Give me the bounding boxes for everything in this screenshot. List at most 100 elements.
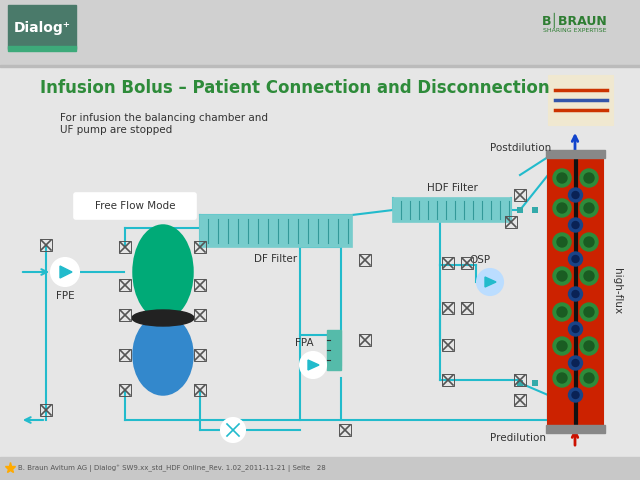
Circle shape bbox=[572, 392, 579, 398]
Bar bbox=[0, 0, 640, 65]
Bar bbox=[532, 380, 538, 386]
Circle shape bbox=[584, 341, 594, 351]
Text: HDF Filter: HDF Filter bbox=[427, 183, 477, 193]
Circle shape bbox=[580, 169, 598, 187]
Circle shape bbox=[553, 369, 571, 387]
Polygon shape bbox=[485, 277, 496, 287]
Text: B. Braun Avitum AG | Dialog⁺ SW9.xx_std_HDF Online_Rev. 1.02_2011-11-21 | Seite : B. Braun Avitum AG | Dialog⁺ SW9.xx_std_… bbox=[18, 464, 326, 472]
FancyBboxPatch shape bbox=[74, 193, 196, 219]
Text: Predilution: Predilution bbox=[490, 433, 546, 443]
Bar bbox=[546, 425, 605, 433]
Circle shape bbox=[553, 169, 571, 187]
Bar bbox=[194, 384, 206, 396]
Circle shape bbox=[568, 388, 582, 402]
Text: Dialog⁺: Dialog⁺ bbox=[13, 21, 70, 35]
Circle shape bbox=[557, 341, 567, 351]
Bar bbox=[327, 330, 341, 370]
Text: B│BRAUN: B│BRAUN bbox=[542, 12, 608, 28]
Circle shape bbox=[580, 199, 598, 217]
Text: UF pump are stopped: UF pump are stopped bbox=[60, 125, 172, 135]
Bar bbox=[0, 65, 640, 67]
Bar bbox=[505, 216, 517, 228]
Circle shape bbox=[580, 337, 598, 355]
Bar bbox=[514, 374, 526, 386]
Circle shape bbox=[572, 290, 579, 298]
Circle shape bbox=[584, 173, 594, 183]
Bar bbox=[514, 189, 526, 201]
Circle shape bbox=[477, 269, 503, 295]
Circle shape bbox=[572, 192, 579, 199]
Circle shape bbox=[580, 233, 598, 251]
Circle shape bbox=[557, 373, 567, 383]
Circle shape bbox=[572, 221, 579, 228]
Bar bbox=[8, 5, 76, 49]
Bar bbox=[442, 257, 454, 269]
Circle shape bbox=[553, 233, 571, 251]
Circle shape bbox=[572, 255, 579, 263]
Bar bbox=[517, 207, 523, 213]
Circle shape bbox=[553, 267, 571, 285]
Circle shape bbox=[580, 369, 598, 387]
Text: Infusion Bolus – Patient Connection and Disconnection: Infusion Bolus – Patient Connection and … bbox=[40, 79, 550, 97]
Ellipse shape bbox=[132, 310, 194, 326]
Bar bbox=[119, 279, 131, 291]
Circle shape bbox=[51, 258, 79, 286]
Bar bbox=[393, 198, 511, 222]
Bar bbox=[548, 157, 603, 425]
Circle shape bbox=[584, 307, 594, 317]
Ellipse shape bbox=[134, 316, 192, 394]
Text: FPA: FPA bbox=[295, 338, 314, 348]
Bar bbox=[194, 309, 206, 321]
Circle shape bbox=[568, 287, 582, 301]
Bar bbox=[359, 254, 371, 266]
Bar bbox=[0, 457, 640, 480]
Text: SHARING EXPERTISE: SHARING EXPERTISE bbox=[543, 27, 607, 33]
Circle shape bbox=[557, 271, 567, 281]
Circle shape bbox=[580, 303, 598, 321]
Bar bbox=[548, 75, 613, 125]
Circle shape bbox=[584, 237, 594, 247]
Bar bbox=[514, 394, 526, 406]
Circle shape bbox=[568, 322, 582, 336]
Polygon shape bbox=[60, 266, 72, 278]
Bar bbox=[517, 380, 523, 386]
Circle shape bbox=[557, 203, 567, 213]
Ellipse shape bbox=[134, 226, 192, 318]
Polygon shape bbox=[308, 360, 319, 370]
Circle shape bbox=[584, 203, 594, 213]
Circle shape bbox=[580, 267, 598, 285]
Bar bbox=[339, 424, 351, 436]
Bar bbox=[461, 257, 473, 269]
Bar bbox=[119, 241, 131, 253]
Circle shape bbox=[221, 418, 245, 442]
Circle shape bbox=[553, 337, 571, 355]
Circle shape bbox=[557, 173, 567, 183]
Bar bbox=[532, 207, 538, 213]
Bar bbox=[546, 150, 605, 158]
Circle shape bbox=[568, 218, 582, 232]
Bar bbox=[119, 309, 131, 321]
Circle shape bbox=[300, 352, 326, 378]
Bar bbox=[194, 241, 206, 253]
Circle shape bbox=[572, 360, 579, 367]
Text: FPE: FPE bbox=[56, 291, 74, 301]
Circle shape bbox=[568, 252, 582, 266]
Circle shape bbox=[553, 303, 571, 321]
Text: For infusion the balancing chamber and: For infusion the balancing chamber and bbox=[60, 113, 268, 123]
Bar bbox=[442, 302, 454, 314]
Circle shape bbox=[568, 188, 582, 202]
Bar bbox=[200, 215, 352, 247]
Text: high-flux: high-flux bbox=[612, 268, 622, 314]
Bar bbox=[8, 46, 76, 51]
Text: Free Flow Mode: Free Flow Mode bbox=[95, 201, 175, 211]
Bar bbox=[0, 67, 640, 457]
Circle shape bbox=[557, 307, 567, 317]
Bar bbox=[119, 384, 131, 396]
Circle shape bbox=[584, 271, 594, 281]
Bar bbox=[40, 404, 52, 416]
Bar bbox=[442, 374, 454, 386]
Bar bbox=[442, 339, 454, 351]
Circle shape bbox=[572, 325, 579, 333]
Circle shape bbox=[584, 373, 594, 383]
Bar bbox=[40, 239, 52, 251]
